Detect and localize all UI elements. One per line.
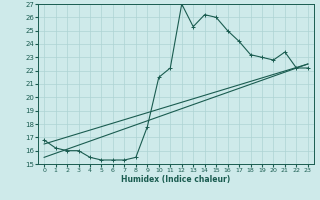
X-axis label: Humidex (Indice chaleur): Humidex (Indice chaleur) — [121, 175, 231, 184]
